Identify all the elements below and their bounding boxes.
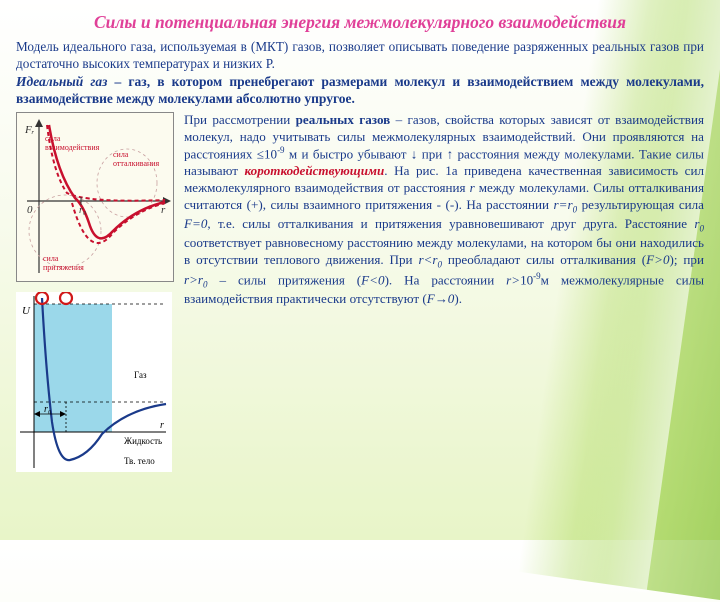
- fig2-r-label: r: [160, 420, 164, 431]
- fig2-U-label: U: [22, 305, 31, 317]
- figures-column: Fᵣ 0 r₀ r сила взаимодействия сила оттал…: [16, 112, 174, 472]
- t-p1o: ).: [454, 291, 462, 306]
- t-rr0: r=r0: [554, 197, 578, 212]
- fig2-solid-label: Тв. тело: [124, 456, 155, 466]
- t-rgt: r>r0: [184, 272, 208, 287]
- t-p1h: , т.е. силы отталкивания и притяжения ур…: [207, 216, 694, 231]
- ideal-gas-term: Идеальный газ: [16, 74, 107, 89]
- t-Flt0: F<0: [361, 272, 384, 287]
- ideal-gas-definition: Идеальный газ – газ, в котором пренебрег…: [0, 72, 720, 112]
- intro-paragraph: Модель идеального газа, используемая в (…: [0, 39, 720, 72]
- t-r0b: r0: [694, 216, 704, 231]
- figure-potential-energy: U r₀ Газ Жидкость Тв. тело r: [16, 292, 172, 472]
- t-rgt10: r>: [506, 272, 520, 287]
- t-rlt: r<r0: [418, 252, 442, 267]
- figure-force-distance: Fᵣ 0 r₀ r сила взаимодействия сила оттал…: [16, 112, 174, 282]
- page-title: Силы и потенциальная энергия межмолекуля…: [0, 0, 720, 39]
- t-p1a: При рассмотрении: [184, 112, 296, 127]
- fig1-r0-label: r₀: [79, 205, 87, 216]
- ideal-gas-text: – газ, в котором пренебрегают размерами …: [16, 74, 704, 106]
- t-short-range: короткодействующими: [245, 163, 385, 178]
- t-exp2: -9: [533, 271, 541, 281]
- fig2-liquid-label: Жидкость: [124, 436, 162, 446]
- t-exp1: -9: [277, 145, 285, 155]
- t-p1k: ); при: [670, 252, 704, 267]
- t-p1m: ). На расстоянии: [385, 272, 507, 287]
- t-real-gases: реальных газов: [296, 112, 391, 127]
- t-p1j: преобладают силы отталкивания (: [442, 252, 646, 267]
- fig1-zero-label: 0: [27, 204, 33, 216]
- fig2-gas-label: Газ: [134, 370, 147, 380]
- main-body-text: При рассмотрении реальных газов – газов,…: [184, 112, 704, 472]
- t-Fto0: F→0: [427, 291, 455, 306]
- fig1-Fr-label: Fᵣ: [24, 124, 35, 136]
- t-p1l: – силы притяжения (: [208, 272, 362, 287]
- t-p1g: результирующая сила: [577, 197, 704, 212]
- fig1-r-label: r: [161, 204, 166, 216]
- t-Fgt0: F>0: [646, 252, 669, 267]
- fig2-r0-label: r₀: [44, 404, 52, 415]
- t-F0: F=0: [184, 216, 207, 231]
